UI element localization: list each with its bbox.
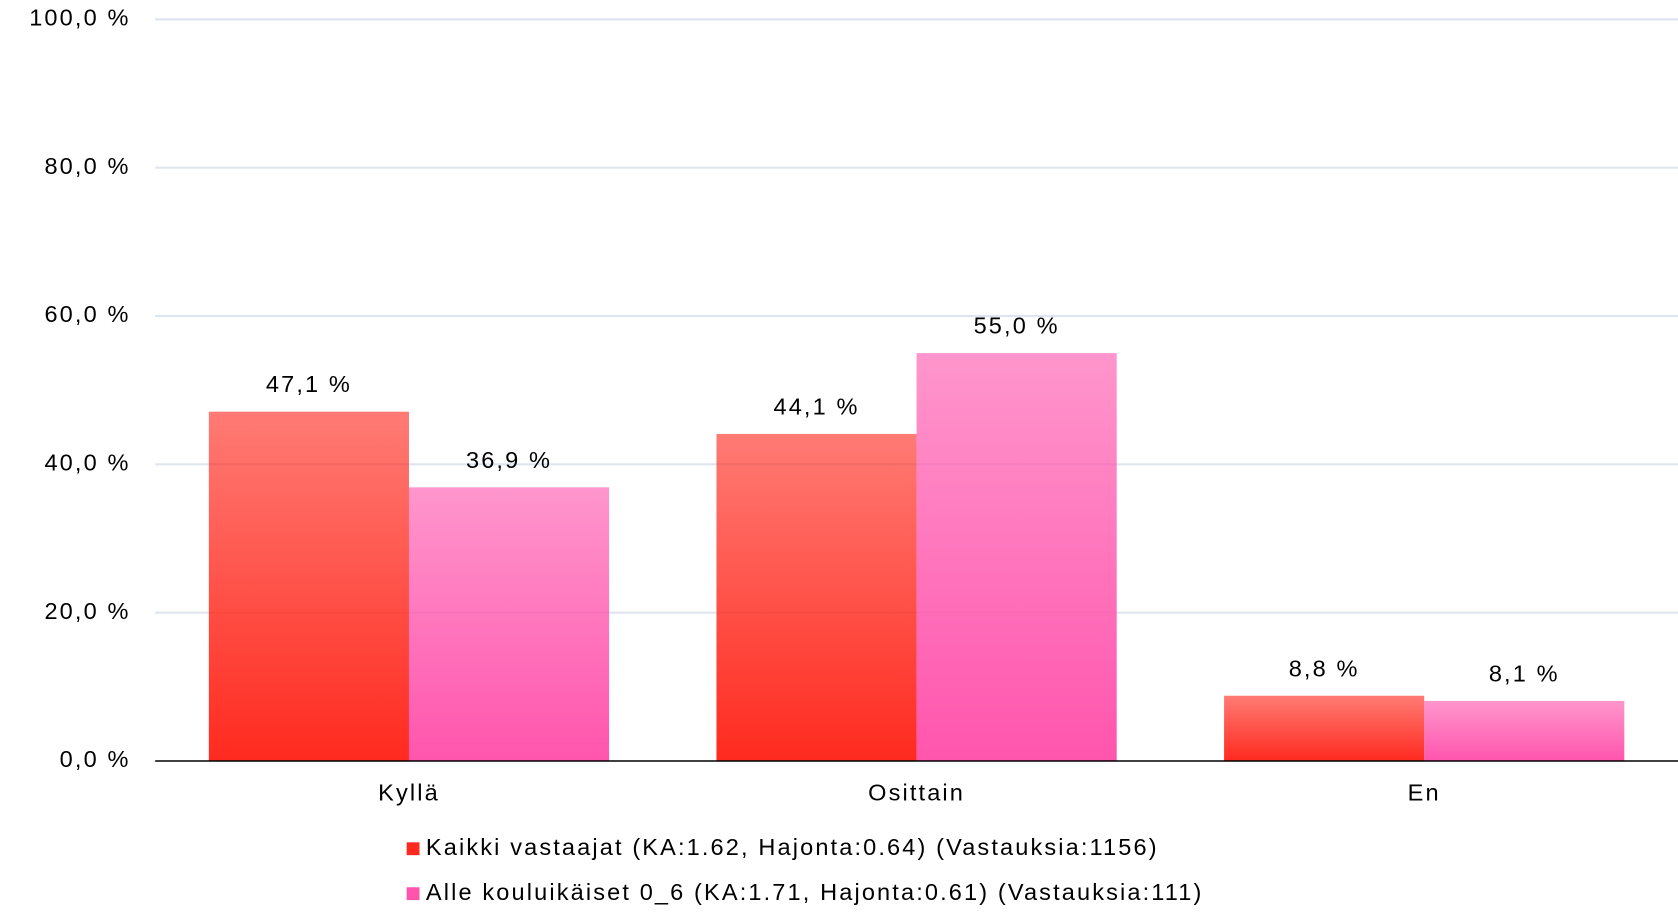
x-tick-label: En (1408, 779, 1441, 805)
y-tick-label: 80,0 % (44, 153, 130, 179)
y-tick-label: 0,0 % (60, 746, 131, 772)
y-tick-label: 60,0 % (44, 301, 130, 327)
x-tick-label: Osittain (868, 779, 965, 805)
x-tick-label: Kyllä (378, 779, 440, 805)
legend-swatch (406, 887, 420, 901)
data-label: 36,9 % (466, 447, 552, 473)
y-tick-label: 100,0 % (29, 5, 130, 31)
data-label: 47,1 % (266, 371, 352, 397)
y-tick-label: 20,0 % (44, 598, 130, 624)
y-tick-label: 40,0 % (44, 450, 130, 476)
bar (208, 411, 409, 761)
bar (716, 433, 917, 761)
data-label: 8,1 % (1489, 660, 1560, 686)
data-label: 55,0 % (974, 313, 1060, 339)
data-label: 8,8 % (1289, 655, 1360, 681)
legend-label: Kaikki vastaajat (KA:1.62, Hajonta:0.64)… (426, 834, 1159, 860)
bar (1424, 700, 1625, 761)
bar (1224, 695, 1425, 761)
legend-swatch (406, 842, 420, 856)
data-label: 44,1 % (773, 393, 859, 419)
legend-label: Alle kouluikäiset 0_6 (KA:1.71, Hajonta:… (426, 879, 1204, 905)
bar (408, 487, 610, 761)
bar (916, 353, 1117, 761)
